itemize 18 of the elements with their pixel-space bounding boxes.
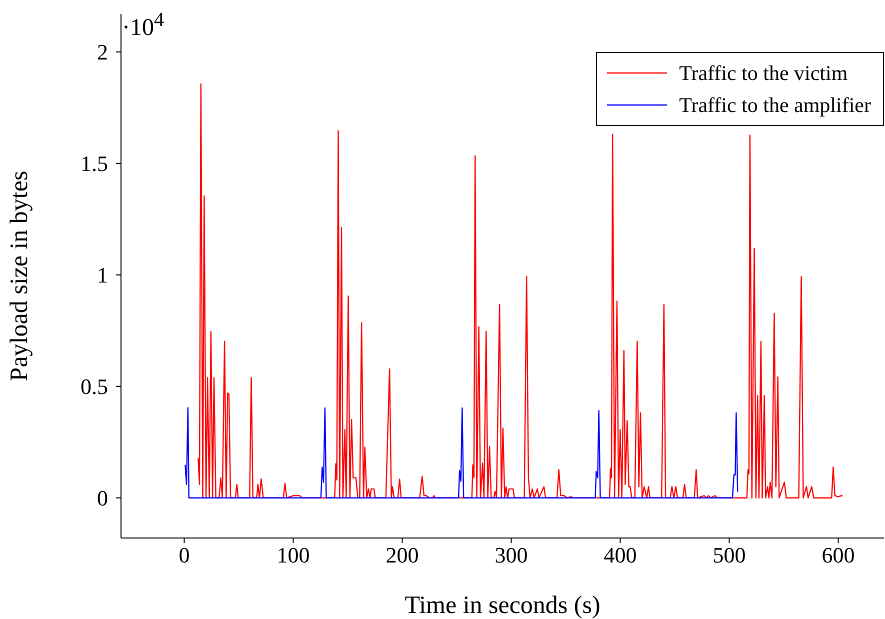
axis-multiplier-note: ·10$^{4}$ xyxy=(122,8,164,42)
x-tick-label: 0 xyxy=(178,542,190,568)
x-tick-label: 300 xyxy=(494,542,528,568)
x-tick-label: 200 xyxy=(386,542,419,568)
x-tick-label: 400 xyxy=(604,542,637,568)
y-tick-label: 0 xyxy=(97,486,108,511)
x-tick-label: 600 xyxy=(822,542,855,568)
y-tick-label: 0.5 xyxy=(80,374,108,400)
y-tick-label: 1 xyxy=(97,262,108,288)
y-tick-label: 1.5 xyxy=(80,151,108,176)
legend-label: Traffic to the amplifier xyxy=(679,92,871,119)
legend-label: Traffic to the victim xyxy=(679,60,848,87)
line-series xyxy=(184,407,738,498)
y-tick-label: 2 xyxy=(97,40,108,65)
x-tick-label: 100 xyxy=(276,542,310,568)
x-tick-label: 500 xyxy=(712,542,746,568)
x-axis-title: Time in seconds (s) xyxy=(404,592,600,619)
y-axis-title: Payload size in bytes xyxy=(6,170,33,382)
